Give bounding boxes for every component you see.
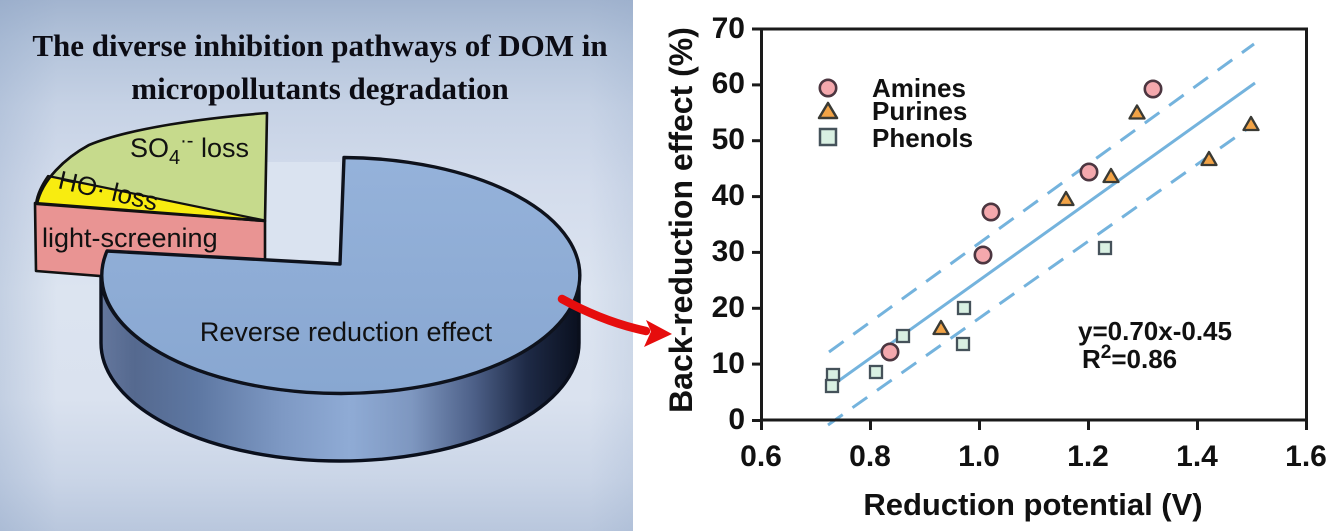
svg-text:1.4: 1.4 [1176, 440, 1218, 473]
svg-text:SO4·- loss: SO4·- loss [130, 130, 249, 169]
svg-text:Back-reduction effect (%): Back-reduction effect (%) [663, 27, 699, 413]
svg-text:Purines: Purines [872, 96, 967, 126]
svg-text:50: 50 [712, 123, 745, 156]
svg-text:30: 30 [712, 235, 745, 268]
svg-text:70: 70 [712, 12, 745, 45]
svg-text:0: 0 [728, 403, 745, 436]
svg-text:0.6: 0.6 [740, 440, 782, 473]
svg-text:light-screening: light-screening [42, 223, 218, 253]
svg-text:10: 10 [712, 347, 745, 380]
svg-text:Phenols: Phenols [872, 123, 973, 153]
svg-text:micropollutants degradation: micropollutants degradation [131, 71, 508, 106]
svg-text:Reduction potential (V): Reduction potential (V) [863, 487, 1202, 522]
svg-text:20: 20 [712, 291, 745, 324]
svg-text:1.0: 1.0 [958, 440, 1000, 473]
svg-text:The diverse inhibition pathway: The diverse inhibition pathways of DOM i… [32, 28, 607, 63]
svg-text:1.6: 1.6 [1285, 440, 1327, 473]
svg-text:40: 40 [712, 179, 745, 212]
svg-text:1.2: 1.2 [1067, 440, 1109, 473]
svg-text:Amines: Amines [872, 73, 966, 103]
svg-text:Reverse reduction effect: Reverse reduction effect [200, 317, 493, 347]
svg-text:y=0.70x-0.45: y=0.70x-0.45 [1078, 316, 1232, 346]
svg-text:60: 60 [712, 67, 745, 100]
svg-text:0.8: 0.8 [849, 440, 891, 473]
svg-text:R2=0.86: R2=0.86 [1082, 342, 1177, 374]
